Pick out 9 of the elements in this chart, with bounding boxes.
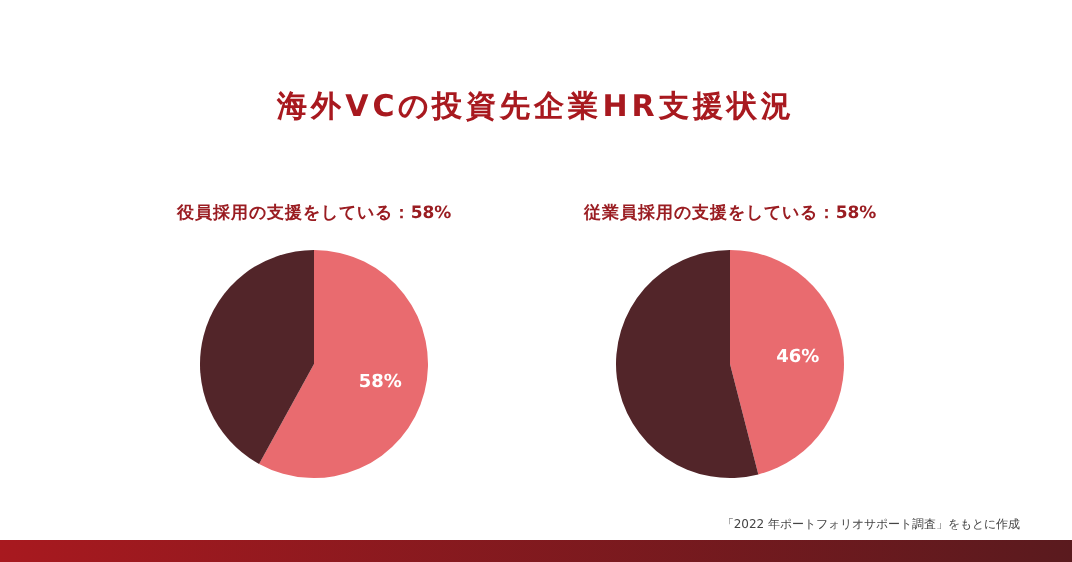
pie-slice xyxy=(200,250,314,464)
data-label: 46% xyxy=(776,347,820,368)
chart-subtitle: 従業員採用の支援をしている：58% xyxy=(581,202,878,224)
pie-slice xyxy=(730,250,844,475)
data-label: 58% xyxy=(358,373,402,394)
pie-slice xyxy=(616,250,759,478)
pie-slice xyxy=(259,250,428,478)
chart-subtitle: 役員採用の支援をしている：58% xyxy=(174,202,453,224)
text: 海外VCの投資先企業HR支援状況 xyxy=(275,88,795,124)
